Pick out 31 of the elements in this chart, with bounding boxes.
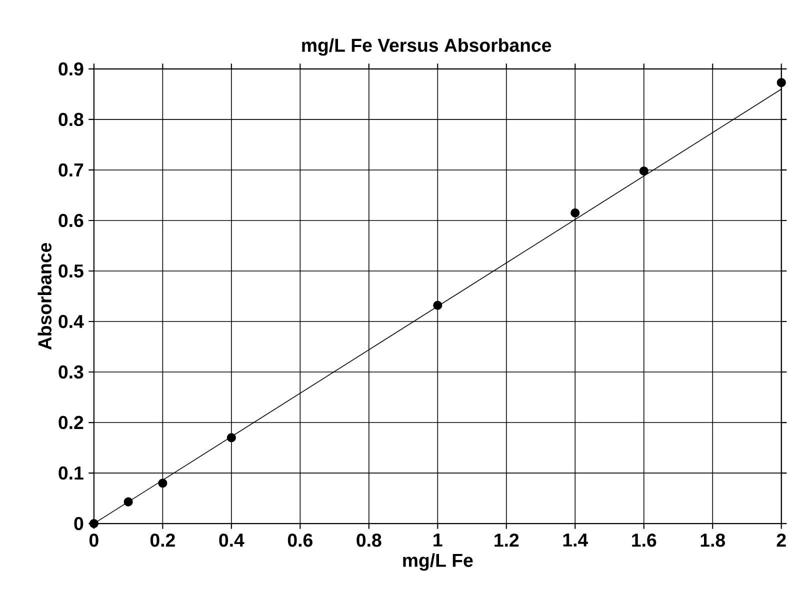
x-tick-label: 1.6 [632, 534, 656, 548]
x-tick-label: 1.2 [494, 534, 519, 547]
point [570, 208, 580, 218]
point [639, 166, 648, 176]
y-tick-label: 0.9 [58, 62, 84, 76]
x-tick-label: 1.8 [700, 534, 726, 548]
y-tick-label: 0.3 [58, 366, 84, 379]
x-tick-label: 0.8 [356, 534, 382, 548]
y-tick-label: 0.8 [58, 113, 84, 126]
y-tick-label: 0 [74, 517, 84, 530]
y-tick-label: 0.4 [58, 315, 84, 328]
y-tick-label: 0.1 [58, 466, 84, 480]
x-tick-label: 2 [776, 534, 786, 547]
x-axis-title: mg/L Fe [403, 554, 473, 571]
point [124, 498, 133, 507]
y-axis-title: Absorbance [38, 243, 52, 350]
point [89, 519, 98, 528]
x-tick-label: 1.4 [563, 534, 588, 547]
chart-title: mg/L Fe Versus Absorbance [302, 38, 552, 56]
point [158, 478, 168, 488]
x-tick-label: 0.2 [150, 534, 175, 548]
point [226, 433, 236, 442]
y-tick-label: 0.2 [58, 416, 84, 430]
x-tick-label: 1 [434, 534, 442, 547]
y-tick-label: 0.6 [58, 214, 84, 228]
point [433, 301, 442, 310]
x-tick-label: 0.4 [219, 534, 244, 548]
x-tick-label: 0 [89, 534, 98, 548]
x-tick-label: 0.6 [288, 534, 312, 548]
y-tick-label: 0.7 [58, 164, 84, 177]
y-tick-label: 0.5 [58, 264, 84, 278]
